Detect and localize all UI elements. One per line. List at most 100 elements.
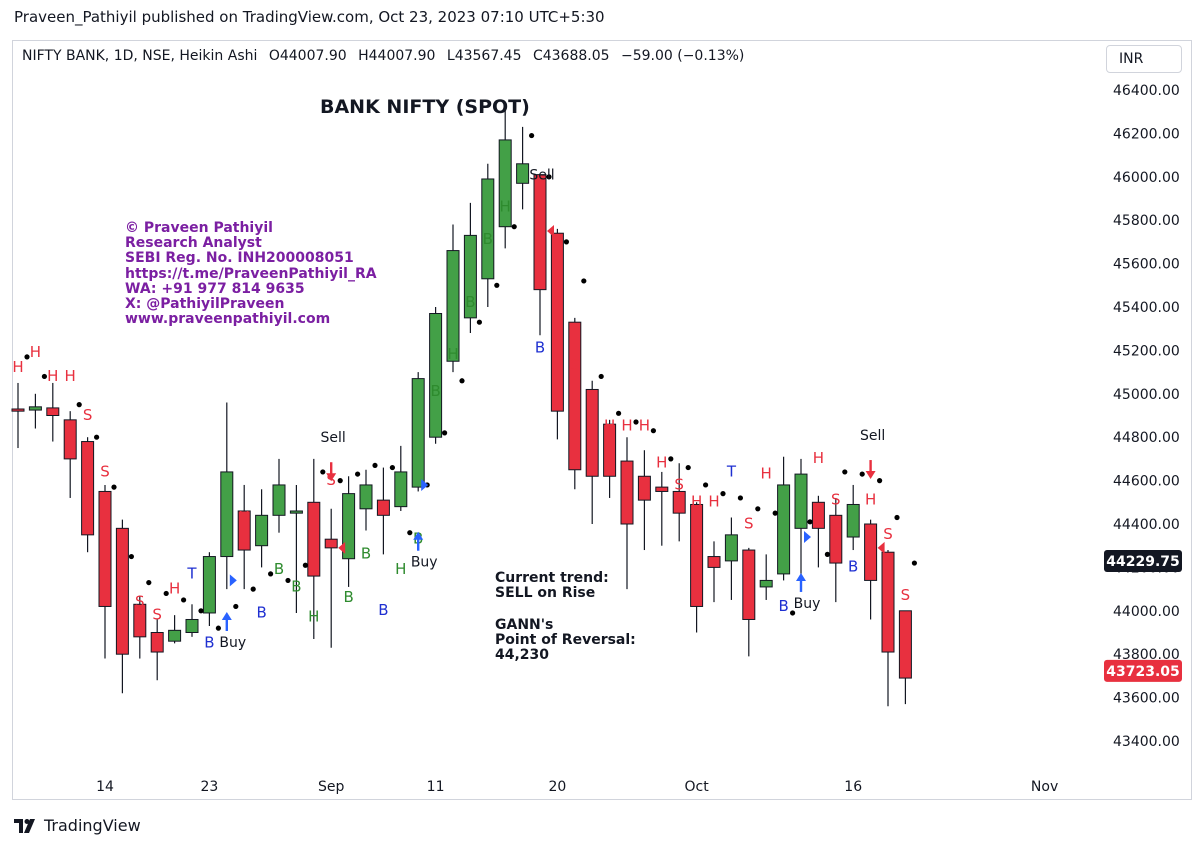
signal-letter: S: [118, 530, 128, 548]
tradingview-brand[interactable]: TradingView: [14, 816, 141, 835]
legend-high: H44007.90: [358, 48, 436, 64]
x-tick-label: 16: [844, 779, 862, 795]
stop-dot: [894, 514, 900, 521]
stop-dot: [111, 484, 117, 490]
signal-letter: S: [883, 525, 893, 543]
candle: [864, 519, 878, 620]
currency-button[interactable]: INR: [1106, 45, 1182, 73]
stop-dot: [824, 551, 831, 557]
candle: [463, 202, 477, 334]
stop-dot: [146, 579, 152, 586]
sell-label: Sell: [529, 168, 554, 184]
candle-body: [28, 406, 42, 411]
signal-letter: H: [604, 417, 615, 435]
y-tick-label: 45000.00: [1113, 387, 1180, 403]
signal-letter: T: [186, 564, 197, 582]
stop-dot: [24, 354, 30, 360]
credit-line: https://t.me/PraveenPathiyil_RA: [125, 265, 377, 282]
candle: [516, 126, 530, 210]
candle: [202, 552, 216, 626]
signal-letter: B: [778, 597, 788, 615]
candle-body: [446, 250, 460, 362]
candle: [237, 484, 251, 590]
candle-body: [637, 475, 651, 501]
y-tick-label: 45800.00: [1113, 213, 1180, 229]
candle-body: [359, 484, 373, 510]
candle-body: [516, 163, 530, 184]
candle: [289, 484, 303, 613]
stop-dot: [685, 464, 691, 471]
candle-body: [324, 538, 338, 549]
stop-dot: [285, 577, 291, 584]
candle: [568, 317, 582, 490]
candle: [46, 382, 60, 442]
candle-body: [672, 490, 686, 514]
signal-letter: S: [553, 293, 563, 311]
candle: [533, 174, 547, 336]
candle: [672, 463, 686, 542]
candle-body: [150, 632, 164, 653]
candle: [637, 450, 651, 551]
legend-symbol[interactable]: NIFTY BANK, 1D, NSE, Heikin Ashi: [22, 48, 258, 64]
candle-body: [185, 618, 199, 633]
signal-letter: S: [831, 490, 841, 508]
y-tick-label: 45600.00: [1113, 257, 1180, 273]
candle: [829, 497, 843, 603]
candle: [28, 393, 42, 429]
stop-dot: [703, 482, 709, 488]
candle-body: [289, 510, 303, 514]
signal-letter: H: [239, 508, 250, 526]
candle-body: [620, 460, 634, 525]
y-tick-label: 46000.00: [1113, 170, 1180, 186]
signal-letter: B: [535, 339, 545, 357]
x-tick-label: 11: [427, 779, 445, 795]
stop-dot: [598, 373, 604, 380]
candle-body: [98, 490, 112, 607]
stop-dot: [476, 319, 482, 325]
x-tick-label: 14: [96, 779, 114, 795]
credit-line: SEBI Reg. No. INH200008051: [125, 250, 354, 267]
y-tick-label: 43600.00: [1113, 691, 1180, 707]
x-tick-label: 20: [548, 779, 566, 795]
signal-letter: H: [65, 367, 76, 385]
stop-dot: [529, 132, 535, 139]
stop-dot: [128, 553, 134, 560]
published-by-line: Praveen_Pathiyil published on TradingVie…: [14, 8, 605, 26]
stop-dot: [76, 402, 82, 408]
candle: [777, 456, 791, 581]
y-tick-label: 46200.00: [1113, 126, 1180, 142]
candle-body: [220, 471, 234, 558]
candle-body: [411, 378, 425, 488]
candle-body: [429, 313, 443, 438]
price-label-box: [1104, 659, 1182, 682]
candle-body: [115, 527, 129, 655]
stop-dot: [546, 174, 552, 180]
candle: [359, 469, 373, 531]
candle-body: [376, 499, 390, 516]
y-tick-label: 45400.00: [1113, 300, 1180, 316]
candle-body: [237, 510, 251, 551]
candle: [168, 615, 182, 644]
candle: [603, 419, 617, 498]
candle-body: [742, 549, 756, 620]
buy-arrow-head-icon: [796, 572, 806, 581]
candle: [81, 437, 95, 553]
signal-letter: T: [726, 462, 737, 480]
candle: [846, 484, 860, 551]
stop-dot: [94, 434, 100, 440]
candle-body: [533, 174, 547, 291]
candle: [481, 163, 495, 307]
chart-title: BANK NIFTY (SPOT): [320, 96, 530, 118]
candle: [550, 228, 564, 440]
candle-body: [898, 610, 912, 679]
candle: [11, 382, 25, 449]
buy-label: Buy: [411, 555, 438, 571]
stop-dot: [772, 510, 778, 516]
candle-body: [655, 486, 669, 492]
buy-arrow-head-icon: [413, 531, 424, 540]
signal-letter: S: [135, 592, 145, 610]
reversal-triangle-icon: [421, 478, 429, 491]
chart-frame: [12, 40, 1192, 800]
candle-body: [603, 423, 617, 477]
